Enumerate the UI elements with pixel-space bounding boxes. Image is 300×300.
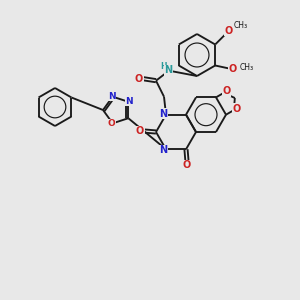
Text: N: N: [159, 145, 168, 155]
Text: O: O: [225, 26, 233, 36]
Text: O: O: [107, 119, 115, 128]
Text: N: N: [108, 92, 116, 101]
Text: CH₃: CH₃: [239, 63, 253, 72]
Text: O: O: [136, 126, 144, 136]
Text: O: O: [229, 64, 237, 74]
Text: N: N: [164, 65, 172, 75]
Text: N: N: [125, 97, 133, 106]
Text: H: H: [160, 62, 167, 71]
Text: O: O: [183, 160, 191, 170]
Text: O: O: [135, 74, 143, 84]
Text: CH₃: CH₃: [233, 21, 247, 30]
Text: O: O: [232, 104, 241, 114]
Text: N: N: [159, 109, 168, 119]
Text: O: O: [222, 86, 230, 96]
